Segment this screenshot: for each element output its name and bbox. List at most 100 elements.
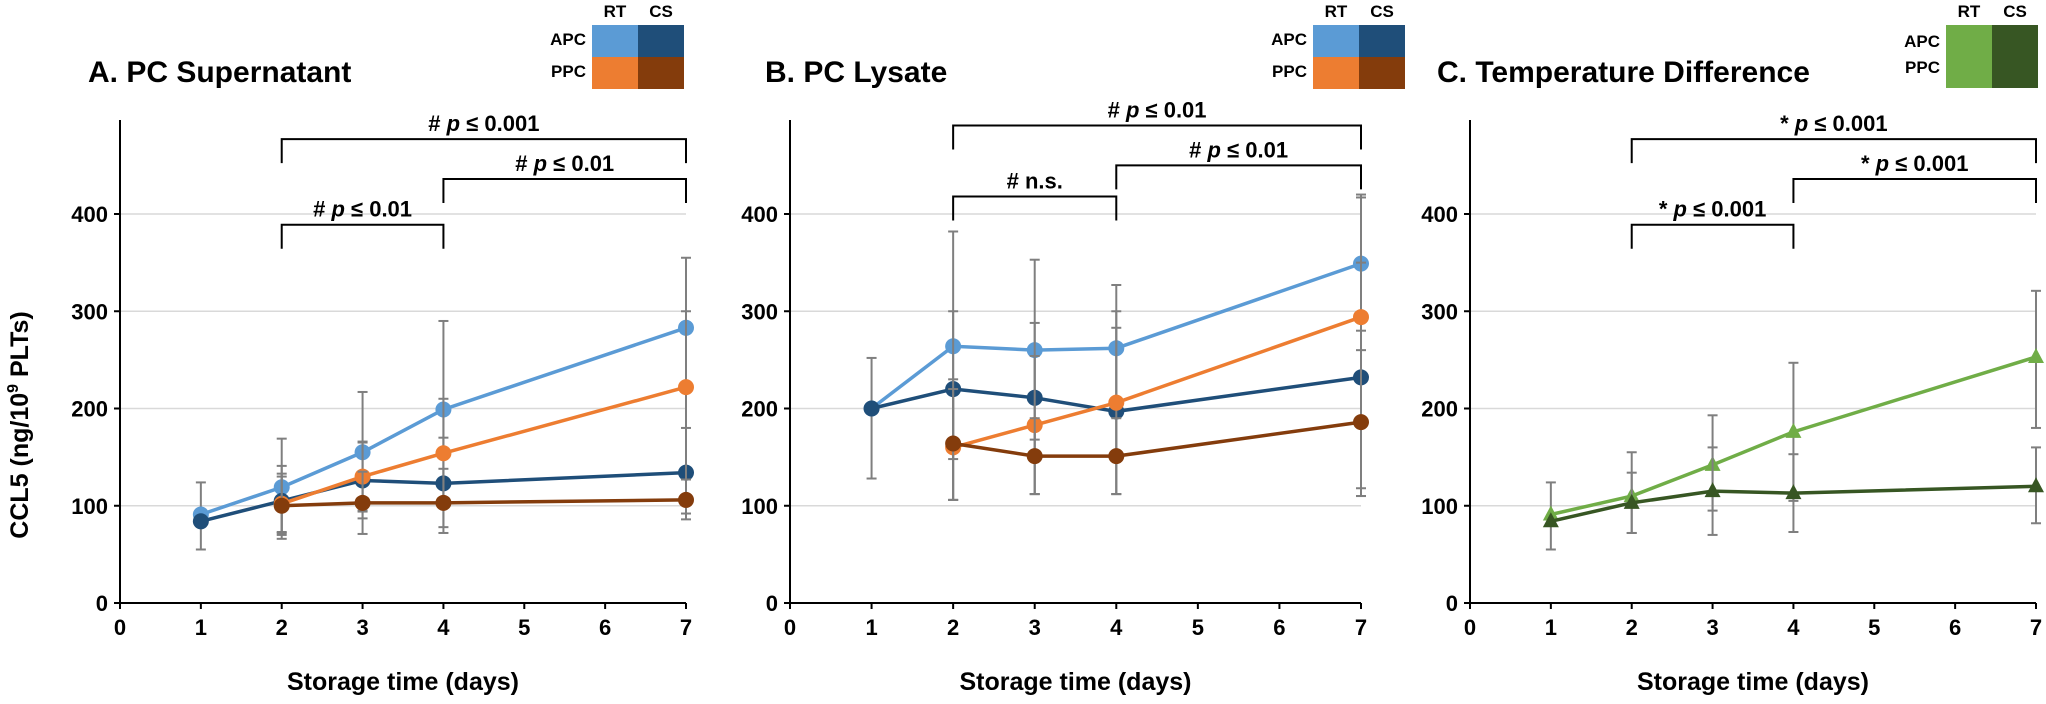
legend-column-label: RT <box>604 2 627 21</box>
data-point <box>678 379 694 396</box>
y-tick-label: 400 <box>1421 202 1458 227</box>
bracket-line <box>280 223 445 249</box>
legend-row-label: PPC <box>1272 62 1307 81</box>
bracket-line <box>1630 138 2037 164</box>
bracket-line <box>952 124 1362 150</box>
bracket-label: # n.s. <box>1007 168 1063 193</box>
bracket-line <box>1630 223 1795 249</box>
x-tick-label: 4 <box>1787 615 1800 640</box>
significance-bracket: # p ≤ 0.01 <box>442 151 687 203</box>
legend-row-label: PPC <box>551 62 586 81</box>
y-axis-label: CCL5 (ng/109 PLTs) <box>5 311 34 538</box>
data-point <box>678 491 694 508</box>
legend-swatch <box>1313 57 1359 89</box>
legend-column-label: RT <box>1958 2 1981 21</box>
chart-panel-1: A. PC Supernatant 0 100 200 300 400 0 1 2 3 4 5 6 7 St… <box>71 2 694 696</box>
x-tick-label: 7 <box>2030 615 2042 640</box>
legend-column-label: CS <box>2003 2 2027 21</box>
legend-row-label: APC <box>1904 32 1940 51</box>
y-tick-label: 200 <box>71 397 108 422</box>
x-axis-label: Storage time (days) <box>287 668 519 696</box>
y-tick-label: 100 <box>741 494 778 519</box>
data-point <box>1785 484 1802 500</box>
y-tick-label: 400 <box>71 202 108 227</box>
y-tick-label: 200 <box>741 397 778 422</box>
series-line <box>952 420 1362 458</box>
legend: RT CS APC PPC <box>1904 2 2038 88</box>
chart-title: B. PC Lysate <box>765 56 947 89</box>
x-tick-label: 0 <box>1464 615 1476 640</box>
legend-row-label: APC <box>550 30 586 49</box>
y-tick-label: 0 <box>96 591 108 616</box>
significance-bracket: * p ≤ 0.001 <box>1792 151 2037 203</box>
x-tick-label: 0 <box>784 615 796 640</box>
data-point <box>863 400 880 417</box>
x-tick-label: 5 <box>1192 615 1204 640</box>
legend-swatch <box>592 25 638 57</box>
x-tick-label: 0 <box>114 615 126 640</box>
legend-column-label: CS <box>1370 2 1394 21</box>
data-point <box>1353 309 1369 326</box>
bracket-label: # p ≤ 0.01 <box>313 197 412 222</box>
bracket-line <box>280 138 687 164</box>
y-tick-label: 300 <box>741 299 778 324</box>
chart-title: A. PC Supernatant <box>88 56 351 89</box>
x-tick-label: 5 <box>518 615 530 640</box>
significance-bracket: * p ≤ 0.001 <box>1630 111 2037 164</box>
bracket-line <box>1115 164 1362 190</box>
data-point <box>273 497 290 514</box>
data-point <box>2028 477 2044 493</box>
legend-swatch <box>1359 25 1405 57</box>
bracket-label: # p ≤ 0.01 <box>1189 137 1288 162</box>
x-tick-label: 5 <box>1868 615 1880 640</box>
series-ppc-cs <box>273 467 694 540</box>
x-tick-label: 3 <box>1029 615 1041 640</box>
data-point <box>1026 448 1043 465</box>
series-ppc-cs <box>945 349 1369 501</box>
y-tick-label: 300 <box>71 299 108 324</box>
legend-swatch <box>1946 25 1992 88</box>
bracket-label: # p ≤ 0.01 <box>1108 98 1207 123</box>
x-tick-label: 6 <box>1949 615 1961 640</box>
legend: RT CS APC PPC <box>550 2 684 89</box>
x-tick-label: 1 <box>865 615 877 640</box>
chart-panel-2: B. PC Lysate 0 100 200 300 400 0 1 2 3 4 5 6 7 Storage… <box>741 2 1405 696</box>
significance-bracket: # p ≤ 0.001 <box>280 111 687 164</box>
x-tick-label: 7 <box>1355 615 1367 640</box>
legend-swatch <box>592 57 638 89</box>
y-tick-label: 100 <box>71 494 108 519</box>
data-point <box>1542 512 1559 528</box>
data-point <box>2028 347 2044 363</box>
x-tick-label: 4 <box>437 615 450 640</box>
chart-title: C. Temperature Difference <box>1437 56 1810 89</box>
series-cs <box>1542 446 2044 536</box>
legend: RT CS APC PPC <box>1271 2 1405 89</box>
bracket-line <box>952 195 1118 221</box>
legend-swatch <box>1359 57 1405 89</box>
bracket-label: * p ≤ 0.001 <box>1780 111 1888 136</box>
data-point <box>1785 422 1802 438</box>
x-tick-label: 7 <box>680 615 692 640</box>
x-tick-label: 1 <box>1545 615 1557 640</box>
data-point <box>435 445 452 462</box>
bracket-label: # p ≤ 0.01 <box>515 151 614 176</box>
series-line <box>952 315 1362 450</box>
legend-swatch <box>638 57 684 89</box>
chart-panel-3: C. Temperature Difference 0 100 200 300 400 0 1… <box>1421 2 2044 696</box>
bracket-label: * p ≤ 0.001 <box>1861 151 1969 176</box>
x-tick-label: 3 <box>356 615 368 640</box>
significance-bracket: # p ≤ 0.01 <box>952 98 1362 150</box>
x-axis-label: Storage time (days) <box>959 668 1191 696</box>
legend-column-label: RT <box>1325 2 1348 21</box>
data-point <box>354 494 371 511</box>
data-point <box>1623 493 1640 509</box>
x-tick-label: 3 <box>1706 615 1718 640</box>
y-tick-label: 400 <box>741 202 778 227</box>
y-tick-label: 300 <box>1421 299 1458 324</box>
x-tick-label: 1 <box>195 615 207 640</box>
series-line <box>281 385 687 506</box>
legend-swatch <box>1992 25 2038 88</box>
data-point <box>1353 414 1369 431</box>
data-point <box>1108 448 1125 465</box>
data-point <box>1108 394 1125 411</box>
